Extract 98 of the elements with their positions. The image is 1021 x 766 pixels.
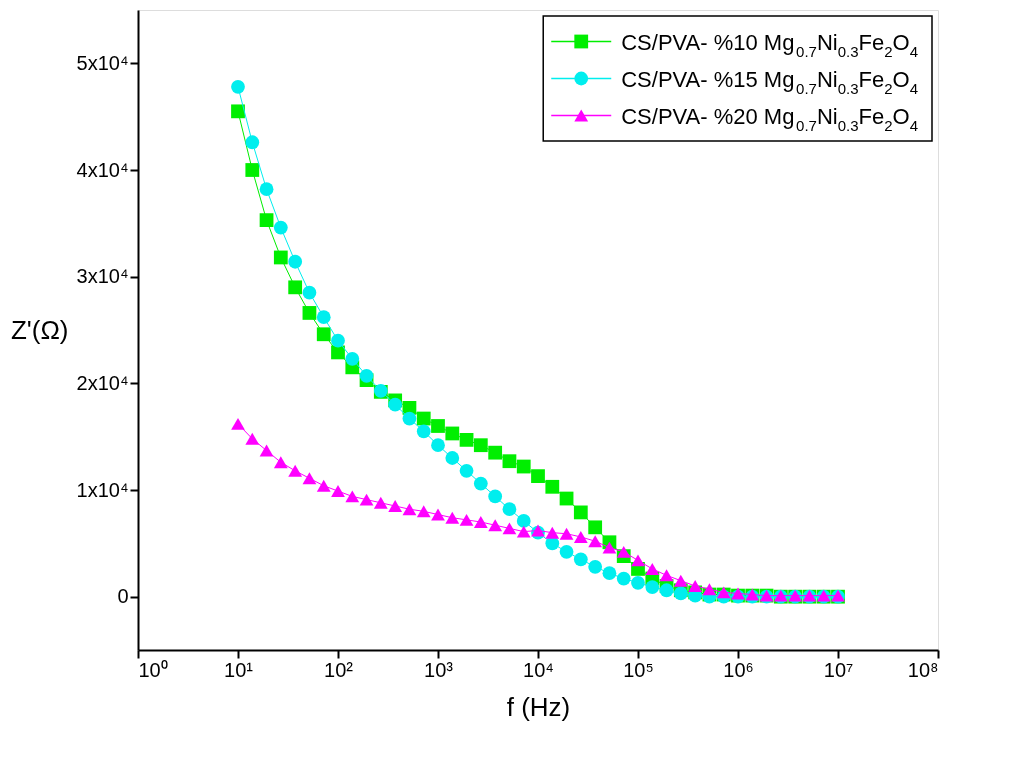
point xyxy=(416,411,431,426)
point xyxy=(559,544,574,559)
point xyxy=(245,135,260,150)
point xyxy=(245,163,260,177)
y-tick-label: 1x10⁴ xyxy=(76,478,129,501)
x-tick-label: 10³ xyxy=(424,658,454,681)
point xyxy=(573,552,588,567)
point xyxy=(631,575,645,590)
x-tick-label: 10⁸ xyxy=(907,658,939,681)
point xyxy=(345,490,360,503)
point xyxy=(502,522,517,535)
x-tick-label: 10¹ xyxy=(224,658,254,681)
point xyxy=(302,306,317,320)
point xyxy=(602,541,617,554)
point xyxy=(588,520,603,535)
point xyxy=(545,526,560,539)
point xyxy=(273,250,288,265)
point xyxy=(602,566,617,581)
point xyxy=(588,559,603,574)
x-tick-label: 10⁴ xyxy=(523,658,554,681)
point xyxy=(388,397,403,412)
point xyxy=(373,496,388,509)
point xyxy=(445,511,460,524)
point xyxy=(688,580,703,592)
point xyxy=(488,489,503,504)
point xyxy=(616,545,631,558)
point xyxy=(616,571,631,586)
point xyxy=(445,426,460,441)
point xyxy=(459,463,474,478)
point xyxy=(245,432,260,445)
point xyxy=(659,583,674,598)
x-tick-label: 10⁶ xyxy=(723,658,754,681)
point xyxy=(345,351,360,366)
point xyxy=(231,417,245,430)
point xyxy=(573,505,588,520)
point xyxy=(302,472,317,485)
point xyxy=(459,513,474,526)
point xyxy=(531,469,545,484)
point xyxy=(473,516,488,528)
point xyxy=(502,454,517,469)
x-tick-label: 10⁵ xyxy=(623,658,654,681)
point xyxy=(331,485,345,498)
point xyxy=(431,508,445,521)
y-axis-title: Z'(Ω) xyxy=(10,314,69,345)
point xyxy=(545,479,560,494)
point xyxy=(488,445,503,460)
point xyxy=(702,583,717,596)
point xyxy=(459,432,474,447)
point xyxy=(259,444,274,457)
y-tick-label: 4x10⁴ xyxy=(76,158,129,181)
point xyxy=(388,500,403,512)
point xyxy=(673,574,688,587)
point xyxy=(516,525,531,538)
x-tick-label: 10² xyxy=(324,658,354,681)
point xyxy=(588,535,603,548)
point xyxy=(573,530,588,543)
y-tick-label: 2x10⁴ xyxy=(76,371,129,394)
y-tick-label: 5x10⁴ xyxy=(76,51,129,74)
point xyxy=(473,476,488,491)
point xyxy=(659,569,674,582)
point xyxy=(431,419,445,433)
point xyxy=(402,503,417,516)
point xyxy=(359,493,374,506)
point xyxy=(288,254,303,269)
point xyxy=(445,451,460,465)
point xyxy=(645,580,660,594)
point xyxy=(331,345,345,360)
y-tick-label: 0 xyxy=(117,585,129,608)
x-axis-title: f (Hz) xyxy=(506,691,571,722)
x-tick-label: 10⁰ xyxy=(138,658,168,681)
point xyxy=(288,280,303,295)
point xyxy=(316,327,331,342)
point xyxy=(416,424,431,439)
point xyxy=(645,562,660,575)
point xyxy=(331,333,345,348)
point xyxy=(516,514,531,528)
point xyxy=(416,505,431,518)
y-tick-label: 3x10⁴ xyxy=(76,265,129,288)
point xyxy=(316,310,331,325)
point xyxy=(359,368,374,383)
x-tick-label: 10⁷ xyxy=(823,658,854,681)
point xyxy=(273,456,288,469)
point xyxy=(488,519,503,532)
point xyxy=(273,220,288,235)
point xyxy=(288,464,303,477)
point xyxy=(231,104,245,119)
point xyxy=(473,438,488,453)
point xyxy=(259,182,274,197)
point xyxy=(431,438,445,453)
point xyxy=(402,411,417,426)
point xyxy=(502,502,517,517)
point xyxy=(302,285,317,300)
point xyxy=(231,79,245,94)
point xyxy=(559,527,574,540)
point xyxy=(516,459,531,474)
point xyxy=(259,213,274,228)
point xyxy=(631,554,645,567)
point xyxy=(316,479,331,492)
